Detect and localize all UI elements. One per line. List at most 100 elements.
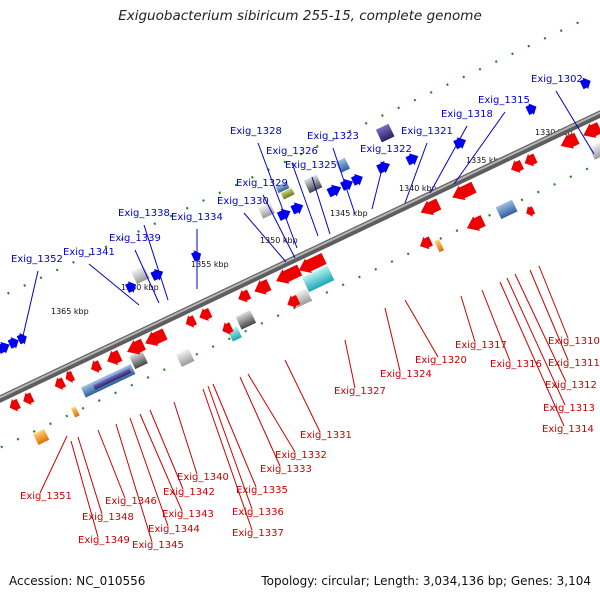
leader-exig_1340 <box>173 401 198 475</box>
forward-gene-11-shape <box>350 173 363 186</box>
gene-label-exig_1337: Exig_1337 <box>232 528 284 539</box>
forward-gene-1 <box>0 341 10 354</box>
reverse-gene-17-shape <box>560 132 580 149</box>
feature-orange-thin-box <box>70 406 80 418</box>
backbone-layer <box>0 110 600 403</box>
forward-gene-2-shape <box>7 337 19 349</box>
forward-gene-11 <box>350 173 363 186</box>
reverse-gene-8-shape <box>199 307 213 321</box>
reverse-gene-lower-4-shape <box>466 215 486 231</box>
gene-label-exig_1317: Exig_1317 <box>455 340 507 351</box>
leader-exig_1329 <box>262 194 296 259</box>
reverse-gene-1-shape <box>54 377 67 390</box>
leader-exig_1312 <box>514 273 567 383</box>
feature-blue-right <box>495 199 518 220</box>
forward-gene-14-shape <box>453 137 466 150</box>
feature-gray-top-box <box>303 174 323 194</box>
gene-label-exig_1311: Exig_1311 <box>548 358 600 369</box>
reverse-gene-lower-1 <box>222 322 234 335</box>
forward-gene-12 <box>376 161 390 174</box>
gene-label-exig_1322: Exig_1322 <box>360 144 412 155</box>
gene-label-exig_1318: Exig_1318 <box>441 109 493 120</box>
reverse-gene-5-shape <box>127 338 146 355</box>
feature-orange-mid <box>434 239 445 253</box>
feature-light-right <box>588 141 600 160</box>
feature-orange-mid-box <box>434 239 445 253</box>
gene-label-exig_1325: Exig_1325 <box>285 160 337 171</box>
leader-exig_1336 <box>207 385 253 510</box>
gene-label-exig_1328: Exig_1328 <box>230 126 282 137</box>
reverse-gene-lower-4 <box>466 215 486 231</box>
gene-label-exig_1326: Exig_1326 <box>266 146 318 157</box>
leader-exig_1349 <box>70 440 99 538</box>
reverse-gene-4 <box>107 349 123 365</box>
gene-layer <box>0 77 600 412</box>
feature-purple-strip-box <box>93 368 132 390</box>
reverse-gene-2-shape <box>65 370 76 384</box>
reverse-gene-16 <box>524 153 538 167</box>
leader-exig_1310 <box>538 265 569 339</box>
forward-gene-3-shape <box>16 332 27 345</box>
reverse-gene-10-shape <box>254 279 272 295</box>
leader-exig_1331 <box>284 359 321 433</box>
leader-exig_1348 <box>77 436 103 515</box>
scale-label-1360-kbp: 1360 kbp <box>121 283 159 292</box>
reverse-gene-18 <box>583 122 600 138</box>
reverse-gene-12-shape <box>298 253 327 274</box>
leader-exig_1326 <box>291 162 319 237</box>
reverse-gene-15-shape <box>511 159 524 173</box>
leader-exig_1328 <box>257 142 298 249</box>
feature-blue-top-small <box>275 181 290 194</box>
lower-scale-track <box>0 161 600 449</box>
reverse-gene-9 <box>238 289 252 303</box>
gene-label-exig_1345: Exig_1345 <box>132 540 184 551</box>
reverse-gene-2 <box>65 370 76 384</box>
feature-light-top <box>130 265 150 285</box>
scale-label-1365-kbp: 1365 kbp <box>51 307 89 316</box>
gene-label-exig_1321: Exig_1321 <box>401 126 453 137</box>
gene-label-exig_1312: Exig_1312 <box>545 380 597 391</box>
gene-label-exig_1339: Exig_1339 <box>109 233 161 244</box>
gene-label-exig_1336: Exig_1336 <box>232 507 284 518</box>
leader-exig_1318 <box>429 125 468 194</box>
reverse-gene-20-shape <box>23 392 35 406</box>
forward-gene-9-shape <box>326 184 342 198</box>
gene-label-exig_1352: Exig_1352 <box>11 254 63 265</box>
reverse-gene-6 <box>145 328 168 346</box>
forward-gene-12-shape <box>376 161 390 174</box>
reverse-gene-17 <box>560 132 580 149</box>
gene-label-exig_1338: Exig_1338 <box>118 208 170 219</box>
reverse-gene-3 <box>90 360 103 373</box>
forward-gene-5 <box>150 268 164 281</box>
leader-exig_1339 <box>134 249 160 304</box>
leader-exig_1323 <box>332 147 356 215</box>
reverse-gene-3-shape <box>90 360 103 373</box>
reverse-gene-21 <box>9 398 21 412</box>
reverse-gene-12 <box>298 253 327 274</box>
reverse-gene-7 <box>185 315 197 328</box>
gene-label-exig_1334: Exig_1334 <box>171 212 223 223</box>
gene-label-exig_1340: Exig_1340 <box>177 472 229 483</box>
gene-label-exig_1331: Exig_1331 <box>300 430 352 441</box>
leader-exig_1335 <box>212 383 257 488</box>
reverse-gene-lower-5-shape <box>526 205 536 217</box>
forward-gene-10 <box>340 178 353 191</box>
forward-gene-2 <box>7 337 19 349</box>
reverse-gene-14 <box>452 181 477 201</box>
scale-label-1350-kbp: 1350 kbp <box>260 236 298 245</box>
forward-gene-6 <box>191 250 202 262</box>
forward-gene-16-shape <box>579 77 591 90</box>
scale-label-1355-kbp: 1355 kbp <box>191 260 229 269</box>
reverse-gene-13 <box>420 198 442 216</box>
scale-label-1335-kbp: 1335 kbp <box>466 156 504 165</box>
forward-gene-8 <box>290 202 304 215</box>
gene-label-exig_1315: Exig_1315 <box>478 95 530 106</box>
reverse-gene-lower-5 <box>526 205 536 217</box>
leader-exig_1320 <box>404 299 439 358</box>
backbone-line <box>0 110 600 403</box>
forward-gene-6-shape <box>191 250 202 262</box>
feature-light-top-box <box>130 265 150 285</box>
